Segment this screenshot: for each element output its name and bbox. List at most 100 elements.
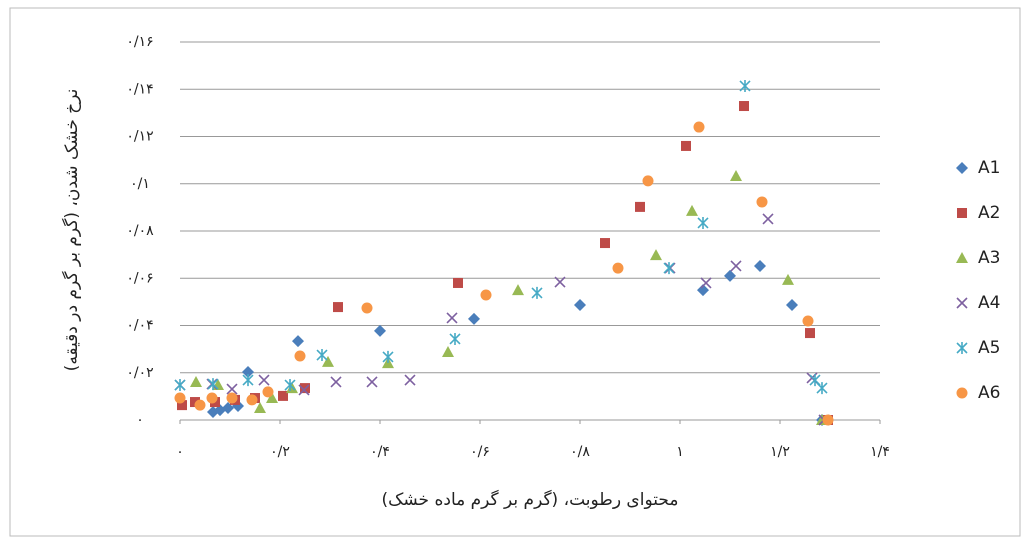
marker bbox=[816, 382, 828, 395]
marker bbox=[361, 302, 373, 314]
marker bbox=[574, 298, 586, 311]
marker bbox=[242, 366, 254, 379]
marker bbox=[956, 342, 968, 354]
marker bbox=[663, 262, 675, 275]
marker bbox=[697, 216, 709, 229]
marker bbox=[246, 394, 258, 406]
y-tick-label: ۰/۰۸ bbox=[126, 223, 154, 239]
y-tick-label: ۰/۱ bbox=[130, 176, 150, 192]
y-tick-label: ۰ bbox=[136, 412, 144, 428]
x-tick-label: ۰/۲ bbox=[270, 444, 290, 460]
x-tick-label: ۰/۶ bbox=[470, 444, 490, 460]
marker bbox=[956, 162, 968, 174]
marker bbox=[956, 387, 968, 399]
marker bbox=[754, 259, 766, 272]
marker bbox=[786, 298, 798, 311]
marker bbox=[805, 328, 815, 339]
marker bbox=[724, 269, 736, 282]
y-tick-label: ۰/۰۴ bbox=[126, 318, 153, 334]
y-tick-label: ۰/۱۶ bbox=[126, 34, 153, 50]
x-tick-label: ۱/۲ bbox=[770, 444, 790, 460]
legend-label: A3 bbox=[978, 248, 1000, 268]
marker bbox=[739, 101, 749, 112]
marker bbox=[330, 376, 342, 388]
y-axis-title: نرخ خشک شدن، (گرم بر گرم در دقیقه) bbox=[61, 89, 82, 372]
marker bbox=[190, 397, 200, 408]
marker bbox=[512, 284, 524, 296]
marker bbox=[468, 312, 480, 325]
y-tick-label: ۰/۱۴ bbox=[126, 81, 153, 97]
marker bbox=[177, 400, 187, 411]
x-axis-title: محتوای رطوبت، (گرم بر گرم ماده خشک) bbox=[382, 489, 679, 510]
marker bbox=[316, 349, 328, 362]
marker bbox=[531, 286, 543, 299]
marker bbox=[174, 379, 186, 392]
marker bbox=[266, 392, 278, 404]
marker bbox=[681, 140, 691, 151]
marker bbox=[822, 414, 834, 426]
marker bbox=[762, 213, 774, 225]
marker bbox=[693, 121, 705, 133]
marker bbox=[782, 273, 794, 285]
marker bbox=[194, 399, 206, 411]
marker bbox=[222, 401, 234, 414]
marker bbox=[650, 249, 662, 261]
marker bbox=[730, 260, 742, 272]
marker bbox=[284, 379, 296, 392]
x-tick-label: ۱ bbox=[676, 444, 684, 460]
y-tick-label: ۰/۰۶ bbox=[126, 270, 153, 286]
marker bbox=[278, 390, 288, 401]
marker bbox=[190, 375, 202, 387]
marker bbox=[453, 277, 463, 288]
marker bbox=[449, 332, 461, 345]
marker bbox=[635, 201, 645, 212]
marker bbox=[174, 392, 186, 404]
marker bbox=[258, 374, 270, 386]
marker bbox=[446, 312, 458, 324]
marker bbox=[262, 386, 274, 398]
marker bbox=[382, 350, 394, 363]
marker bbox=[322, 355, 334, 367]
legend-label: A2 bbox=[978, 203, 1000, 223]
y-tick-label: ۰/۰۲ bbox=[126, 365, 153, 381]
marker bbox=[730, 169, 742, 181]
marker bbox=[802, 315, 814, 327]
marker bbox=[442, 345, 454, 357]
x-tick-label: ۱/۴ bbox=[870, 444, 890, 460]
y-tick-label: ۰/۱۲ bbox=[126, 129, 153, 145]
marker bbox=[226, 383, 238, 395]
marker bbox=[254, 401, 266, 413]
x-tick-label: ۰/۸ bbox=[570, 444, 590, 460]
marker bbox=[292, 335, 304, 348]
marker bbox=[333, 302, 343, 313]
marker bbox=[956, 252, 968, 263]
marker bbox=[957, 208, 967, 218]
marker bbox=[294, 350, 306, 362]
x-tick-label: ۰/۴ bbox=[370, 444, 390, 460]
marker bbox=[642, 175, 654, 187]
legend-label: A4 bbox=[978, 293, 1000, 313]
marker bbox=[374, 324, 386, 337]
marker bbox=[366, 376, 378, 388]
marker bbox=[600, 238, 610, 249]
x-tick-label: ۰ bbox=[176, 444, 184, 460]
legend-label: A5 bbox=[978, 338, 1000, 358]
marker bbox=[298, 384, 310, 396]
marker bbox=[612, 262, 624, 274]
marker bbox=[956, 297, 968, 309]
legend-label: A1 bbox=[978, 158, 1000, 178]
marker bbox=[480, 289, 492, 301]
marker bbox=[404, 374, 416, 386]
marker bbox=[554, 276, 566, 288]
marker bbox=[686, 204, 698, 216]
marker bbox=[206, 392, 218, 404]
marker bbox=[700, 277, 712, 289]
marker bbox=[226, 392, 238, 404]
marker bbox=[242, 374, 254, 387]
marker bbox=[756, 196, 768, 208]
legend-label: A6 bbox=[978, 383, 1000, 403]
marker bbox=[739, 79, 751, 92]
marker bbox=[697, 284, 709, 297]
marker bbox=[207, 378, 219, 391]
